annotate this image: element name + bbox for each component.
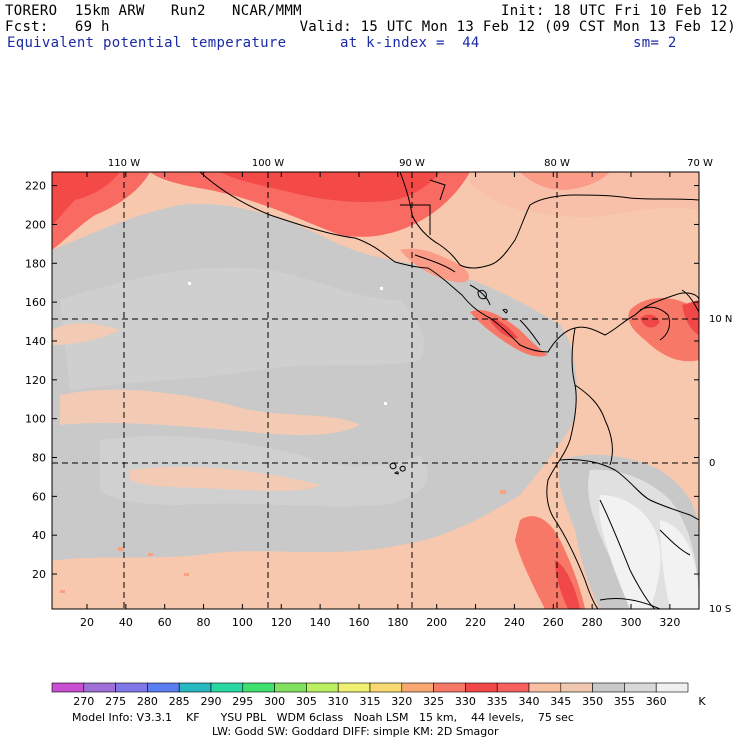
footer-physics: LW: Godd SW: Goddard DIFF: simple KM: 2D… — [212, 725, 499, 738]
y-tick-label: 200 — [25, 218, 46, 231]
x-tick-label: 60 — [158, 616, 172, 629]
colorbar-value: 300 — [264, 695, 285, 708]
x-tick-label: 200 — [426, 616, 447, 629]
colorbar-swatch — [337, 682, 371, 693]
header-sm: sm= 2 — [633, 35, 677, 51]
header-valid: Valid: 15 UTC Mon 13 Feb 12 (09 CST Mon … — [299, 19, 736, 35]
colorbar-value: 295 — [232, 695, 253, 708]
y-tick-label: 220 — [25, 180, 46, 193]
colorbar-value: 340 — [519, 695, 540, 708]
longitude-label: 100 W — [252, 158, 284, 169]
x-tick-label: 180 — [387, 616, 408, 629]
colorbar-value: 345 — [550, 695, 571, 708]
colorbar-value: 310 — [328, 695, 349, 708]
x-tick-label: 220 — [465, 616, 486, 629]
x-tick-label: 120 — [271, 616, 292, 629]
colorbar-value: 330 — [455, 695, 476, 708]
colorbar-swatch — [369, 682, 403, 693]
y-tick-label: 160 — [25, 296, 46, 309]
colorbar-labels: 270 275 280 285 290 295 300 305 310 315 320 325 330 3… — [73, 695, 706, 708]
x-tick-label: 320 — [659, 616, 680, 629]
colorbar-swatch — [83, 682, 116, 693]
x-tick-label: 280 — [582, 616, 603, 629]
header-init: Init: 18 UTC Fri 10 Feb 12 — [501, 3, 728, 19]
x-tick-label: 160 — [348, 616, 369, 629]
colorbar-unit: K — [698, 695, 706, 708]
colorbar-value: 320 — [391, 695, 412, 708]
colorbar-swatch — [147, 682, 180, 693]
header-field: Equivalent potential temperature — [7, 35, 287, 51]
x-tick-label: 80 — [197, 616, 211, 629]
latitude-label: 0 — [709, 458, 715, 469]
latitude-label: 10 S — [709, 604, 731, 615]
colorbar-value: 355 — [614, 695, 635, 708]
colorbar-swatch — [655, 682, 689, 693]
colorbar-swatch — [210, 682, 244, 693]
y-tick-label: 40 — [32, 529, 46, 542]
footer-model-info: Model Info: V3.3.1 KF YSU PBL WDM 6class… — [72, 711, 574, 724]
colorbar-value: 305 — [296, 695, 317, 708]
longitude-label: 110 W — [108, 158, 140, 169]
y-tick-label: 140 — [25, 335, 46, 348]
axis-ticks — [52, 172, 699, 609]
colorbar-swatch — [465, 682, 498, 693]
colorbar-swatch — [306, 682, 339, 693]
y-tick-label: 20 — [32, 568, 46, 581]
longitude-label: 70 W — [687, 158, 713, 169]
colorbar-value: 290 — [201, 695, 222, 708]
graticule — [52, 172, 699, 609]
colorbar-swatch — [115, 682, 148, 693]
colorbar-swatch — [178, 682, 212, 693]
longitude-label: 80 W — [544, 158, 570, 169]
colorbar-value: 275 — [105, 695, 126, 708]
y-tick-label: 60 — [32, 490, 46, 503]
colorbar-value: 285 — [169, 695, 190, 708]
colorbar — [51, 682, 689, 693]
colorbar-swatch — [592, 682, 625, 693]
header-forecast: Fcst: 69 h — [5, 19, 110, 35]
colorbar-swatch — [624, 682, 657, 693]
field-shading — [52, 172, 699, 609]
colorbar-value: 325 — [423, 695, 444, 708]
colorbar-value: 335 — [487, 695, 508, 708]
x-tick-label: 260 — [543, 616, 564, 629]
colorbar-swatch — [51, 682, 85, 693]
longitude-label: 90 W — [399, 158, 425, 169]
x-tick-label: 140 — [310, 616, 331, 629]
colorbar-swatch — [433, 682, 466, 693]
colorbar-swatch — [496, 682, 530, 693]
longitude-labels: 110 W 100 W 90 W 80 W 70 W — [108, 158, 713, 169]
x-tick-label: 20 — [80, 616, 94, 629]
x-tick-label: 40 — [119, 616, 133, 629]
colorbar-value: 280 — [137, 695, 158, 708]
colorbar-value: 360 — [646, 695, 667, 708]
header-kindex: at k-index = 44 — [340, 35, 480, 51]
y-tick-label: 120 — [25, 374, 46, 387]
map-frame — [51, 171, 700, 610]
latitude-labels: 10 N 0 10 S — [709, 314, 732, 615]
colorbar-swatch — [528, 682, 562, 693]
y-tick-label: 100 — [25, 413, 46, 426]
y-axis-labels: 20 40 60 80 100 120 140 160 180 200 220 — [25, 180, 46, 581]
colorbar-swatch — [560, 682, 593, 693]
colorbar-swatch — [242, 682, 275, 693]
x-axis-labels: 20 40 60 80 100 120 140 160 180 200 220 240 260 280 30… — [80, 616, 680, 629]
colorbar-value: 350 — [582, 695, 603, 708]
y-tick-label: 80 — [32, 452, 46, 465]
x-tick-label: 300 — [620, 616, 641, 629]
colorbar-swatch — [401, 682, 434, 693]
x-tick-label: 240 — [504, 616, 525, 629]
y-tick-label: 180 — [25, 257, 46, 270]
latitude-label: 10 N — [709, 314, 732, 325]
colorbar-value: 270 — [73, 695, 94, 708]
colorbar-value: 315 — [360, 695, 381, 708]
coastlines — [199, 172, 699, 609]
colorbar-swatch — [274, 682, 307, 693]
x-tick-label: 100 — [232, 616, 253, 629]
header-model: TORERO 15km ARW Run2 NCAR/MMM — [5, 3, 302, 19]
